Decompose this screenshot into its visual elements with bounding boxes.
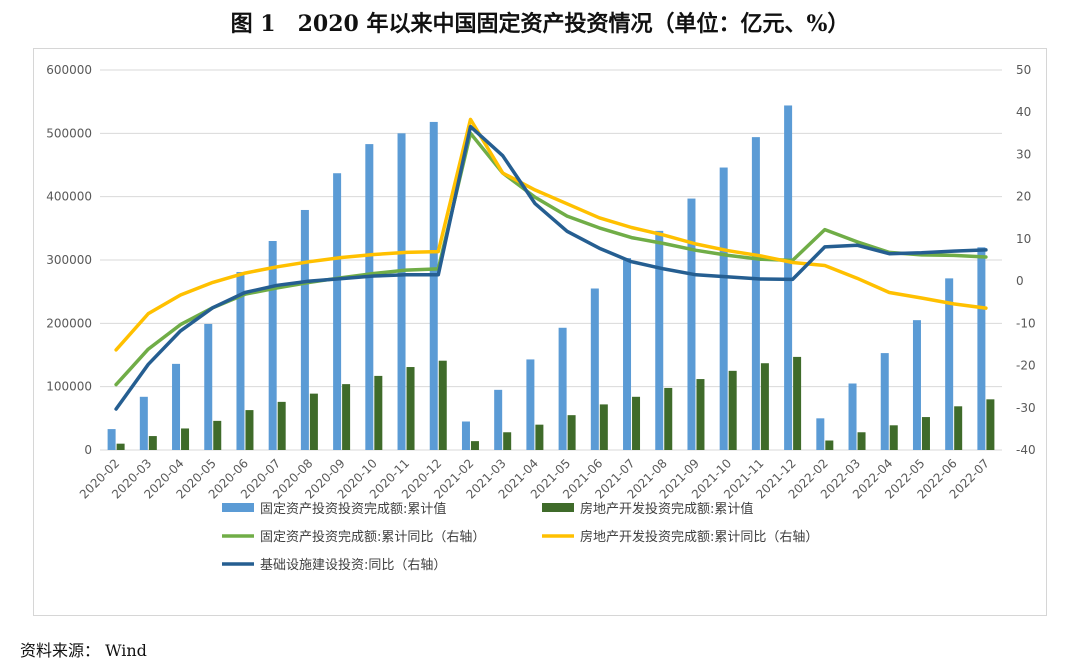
bar <box>494 389 503 450</box>
bar <box>172 363 181 450</box>
bar <box>632 396 641 450</box>
y-right-tick-label: 20 <box>1016 190 1031 204</box>
bar <box>664 387 673 450</box>
bar <box>889 425 898 450</box>
y-left-tick-label: 400000 <box>46 190 92 204</box>
bar <box>365 144 374 450</box>
bar <box>590 288 599 450</box>
bar <box>309 393 318 450</box>
bar <box>139 396 148 450</box>
bar <box>599 404 608 450</box>
bar <box>825 440 834 450</box>
bar <box>945 278 954 450</box>
series-line <box>114 131 988 387</box>
bar <box>816 418 825 450</box>
y-right-tick-label: 10 <box>1016 232 1031 246</box>
y-left-tick-label: 200000 <box>46 316 92 330</box>
bar <box>236 272 245 450</box>
bar <box>954 406 963 450</box>
bar <box>655 230 664 450</box>
bar <box>696 379 705 450</box>
y-left-tick-label: 500000 <box>46 126 92 140</box>
bar <box>526 359 535 450</box>
legend-label: 固定资产投资完成额:累计同比（右轴） <box>260 529 485 545</box>
chart-title: 图 1 2020 年以来中国固定资产投资情况（单位：亿元、%） <box>230 11 850 37</box>
series-line <box>114 124 988 411</box>
bar <box>406 367 415 450</box>
bar <box>397 133 406 451</box>
y-right-tick-label: 30 <box>1016 147 1031 161</box>
bar <box>623 258 632 450</box>
y-right-tick-label: -30 <box>1016 401 1036 415</box>
bar <box>687 198 696 450</box>
legend-label: 基础设施建设投资:同比（右轴） <box>260 557 446 573</box>
bar <box>728 370 737 450</box>
bar <box>148 436 157 450</box>
bar <box>107 429 116 450</box>
bar <box>245 410 254 450</box>
y-right-tick-label: 50 <box>1016 63 1031 77</box>
bar <box>857 432 866 450</box>
y-left-tick-label: 0 <box>84 443 92 457</box>
y-left-tick-label: 300000 <box>46 253 92 267</box>
bar <box>268 241 277 450</box>
source-note: 资料来源： Wind <box>20 641 147 660</box>
y-right-tick-label: -40 <box>1016 443 1036 457</box>
legend-swatch <box>222 503 254 512</box>
bar <box>461 421 470 450</box>
bar <box>558 327 567 450</box>
bar <box>333 173 342 450</box>
bar <box>760 363 769 450</box>
legend-label: 固定资产投资投资完成额:累计值 <box>260 501 446 517</box>
legend-swatch <box>542 503 574 512</box>
bar <box>277 401 286 450</box>
legend-label: 房地产开发投资完成额:累计值 <box>580 501 753 517</box>
bar <box>921 417 930 450</box>
bar <box>116 443 125 450</box>
bar <box>300 209 309 450</box>
series-line <box>114 117 988 352</box>
bar <box>342 384 351 450</box>
bar <box>374 375 383 450</box>
y-right-tick-label: -10 <box>1016 316 1036 330</box>
bar <box>719 167 728 451</box>
bar <box>977 247 986 450</box>
bar <box>204 323 213 450</box>
bar <box>751 137 760 450</box>
bar <box>438 360 447 450</box>
bar <box>912 320 921 450</box>
legend-label: 房地产开发投资完成额:累计同比（右轴） <box>580 529 818 545</box>
bar <box>880 353 889 450</box>
bar <box>535 424 544 450</box>
y-right-tick-label: 40 <box>1016 105 1031 119</box>
y-right-tick-label: -20 <box>1016 359 1036 373</box>
bar <box>470 441 479 450</box>
bar <box>181 428 190 450</box>
bar <box>986 399 995 450</box>
chart-frame <box>33 48 1047 616</box>
bar <box>213 420 222 450</box>
bar <box>503 432 512 450</box>
y-left-tick-label: 100000 <box>46 380 92 394</box>
bar <box>848 383 857 450</box>
bar <box>429 121 438 450</box>
bar <box>567 415 576 450</box>
bar <box>793 356 802 450</box>
y-left-tick-label: 600000 <box>46 63 92 77</box>
y-right-tick-label: 0 <box>1016 274 1024 288</box>
